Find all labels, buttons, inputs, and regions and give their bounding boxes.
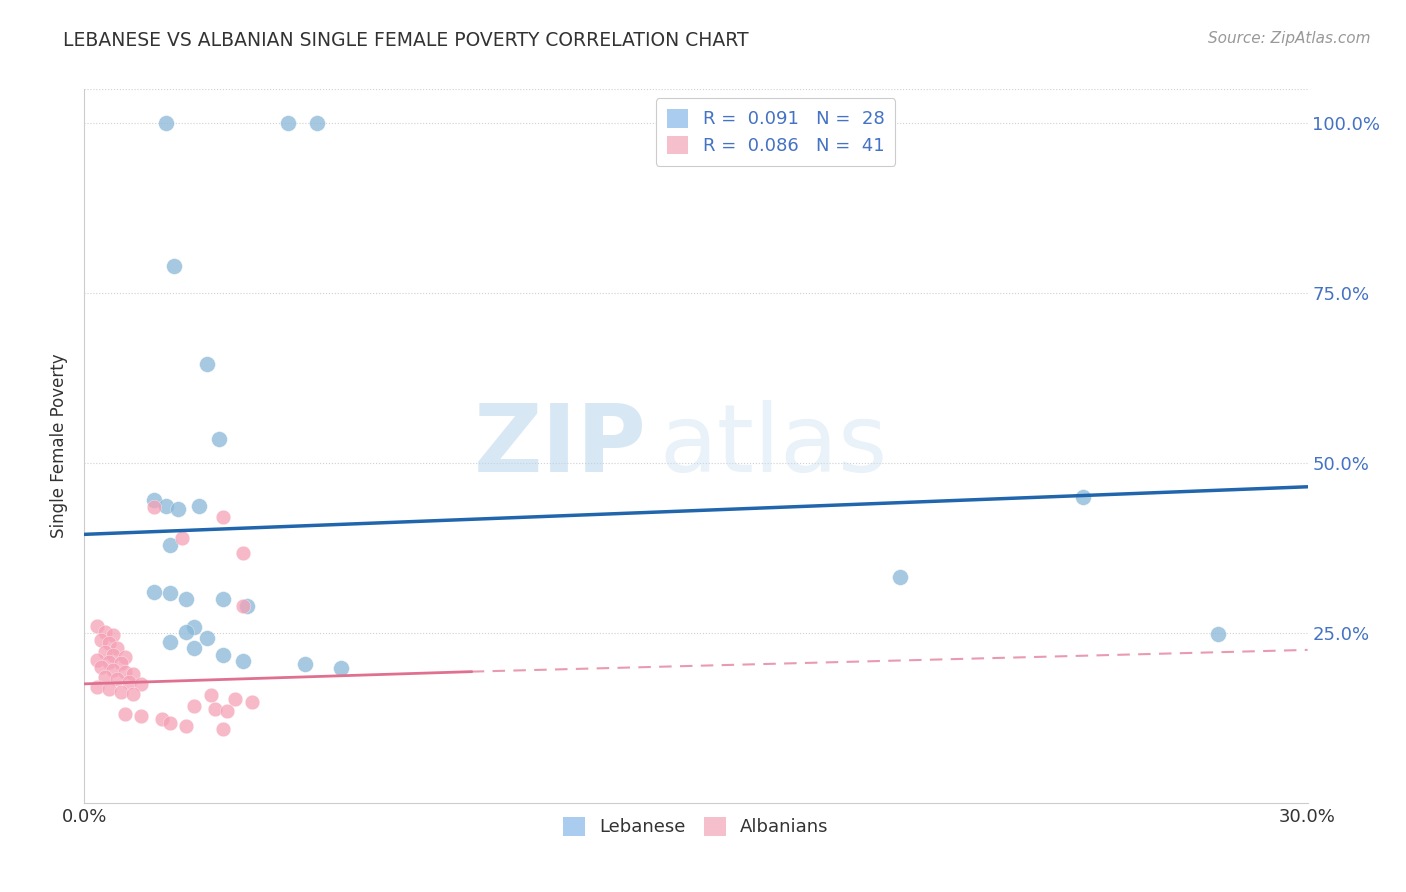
Point (86, 619, 108, 633)
Point (212, 510, 235, 524)
Point (172, 531, 194, 545)
Point (217, 704, 239, 718)
Point (122, 687, 145, 701)
Point (93, 645, 115, 659)
Point (212, 591, 235, 606)
Point (277, 116, 299, 130)
Point (294, 657, 316, 672)
Y-axis label: Single Female Poverty: Single Female Poverty (51, 354, 69, 538)
Point (90, 660, 112, 674)
Point (110, 657, 132, 671)
Point (93, 670, 115, 684)
Point (105, 640, 128, 655)
Point (97, 682, 120, 697)
Point (163, 259, 186, 273)
Point (204, 702, 226, 716)
Point (232, 546, 254, 560)
Legend: Lebanese, Albanians: Lebanese, Albanians (553, 806, 839, 847)
Text: ZIP: ZIP (474, 400, 647, 492)
Point (174, 624, 197, 639)
Point (889, 570, 911, 584)
Point (97, 655, 120, 669)
Point (183, 640, 205, 655)
Text: Source: ZipAtlas.com: Source: ZipAtlas.com (1208, 31, 1371, 46)
Point (183, 620, 205, 634)
Point (118, 674, 141, 689)
Point (174, 591, 197, 606)
Point (114, 665, 136, 679)
Point (93, 624, 115, 639)
Point (155, 116, 177, 130)
Point (305, 116, 328, 130)
Point (122, 666, 145, 681)
Point (174, 719, 197, 733)
Point (159, 537, 181, 551)
Point (167, 502, 190, 516)
Text: LEBANESE VS ALBANIAN SINGLE FEMALE POVERTY CORRELATION CHART: LEBANESE VS ALBANIAN SINGLE FEMALE POVER… (63, 31, 749, 50)
Point (114, 707, 136, 722)
Point (212, 723, 235, 737)
Point (212, 648, 235, 662)
Point (195, 631, 218, 645)
Point (159, 634, 181, 648)
Point (232, 599, 254, 613)
Point (187, 499, 209, 513)
Text: atlas: atlas (659, 400, 887, 492)
Point (200, 689, 222, 703)
Point (159, 715, 181, 730)
Point (131, 677, 153, 691)
Point (236, 599, 259, 613)
Point (150, 712, 173, 726)
Point (101, 628, 124, 642)
Point (195, 358, 218, 372)
Point (330, 661, 353, 675)
Point (208, 432, 231, 446)
Point (86, 653, 108, 667)
Point (142, 500, 165, 515)
Point (183, 698, 205, 713)
Point (105, 672, 128, 686)
Point (1073, 490, 1095, 504)
Point (240, 695, 263, 709)
Point (110, 685, 132, 699)
Point (224, 691, 246, 706)
Point (142, 493, 165, 508)
Point (101, 663, 124, 677)
Point (159, 586, 181, 600)
Point (131, 709, 153, 723)
Point (90, 632, 112, 647)
Point (114, 649, 136, 664)
Point (97, 636, 120, 650)
Point (232, 655, 254, 669)
Point (142, 585, 165, 599)
Point (1206, 627, 1229, 641)
Point (155, 499, 177, 513)
Point (101, 648, 124, 662)
Point (86, 680, 108, 694)
